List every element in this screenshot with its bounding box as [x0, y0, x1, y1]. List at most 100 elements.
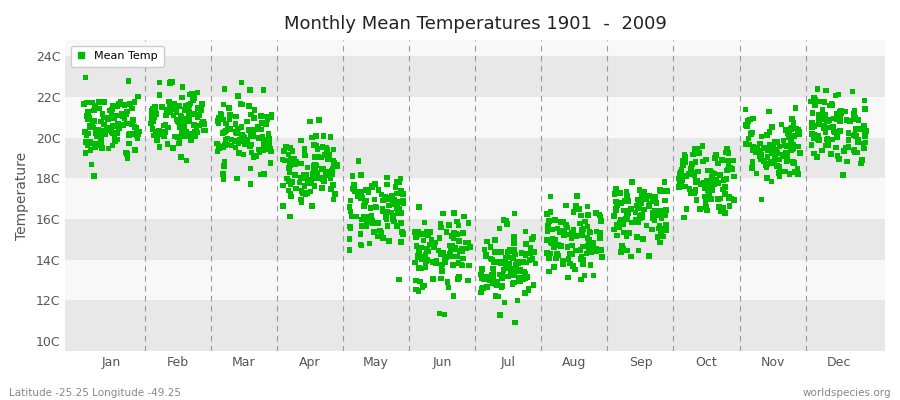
Point [380, 181, 394, 188]
Point [323, 134, 338, 140]
Point [440, 279, 454, 285]
Point [125, 121, 140, 128]
Point [570, 192, 584, 199]
Point [462, 240, 476, 246]
Point [217, 144, 231, 150]
Point [675, 178, 689, 184]
Point [764, 178, 778, 184]
Point [426, 240, 440, 246]
Point [282, 178, 296, 184]
Point [574, 253, 589, 260]
Point [152, 128, 166, 134]
Point [367, 229, 382, 235]
Point [816, 112, 831, 118]
Point [487, 259, 501, 266]
Point [499, 254, 513, 261]
Point [227, 138, 241, 144]
Point [495, 275, 509, 281]
Point [105, 142, 120, 149]
Point [688, 159, 703, 165]
Point [102, 125, 116, 131]
Point [380, 174, 394, 181]
Point [289, 159, 303, 166]
Point [364, 205, 378, 211]
Point [817, 122, 832, 129]
Point [768, 138, 782, 145]
Point [847, 113, 861, 120]
Point [719, 149, 733, 156]
Point [211, 148, 225, 155]
Point [348, 213, 363, 220]
Point [439, 228, 454, 235]
Point [811, 133, 825, 139]
Point [230, 93, 245, 100]
Point [390, 205, 404, 212]
Point [394, 209, 409, 216]
Point [79, 113, 94, 119]
Point [837, 148, 851, 154]
Point [251, 123, 266, 130]
Point [553, 230, 567, 236]
Point [479, 251, 493, 258]
Point [510, 297, 525, 304]
Point [166, 101, 181, 107]
Point [323, 175, 338, 181]
Point [287, 156, 302, 162]
Point [688, 172, 702, 179]
Point [387, 197, 401, 204]
Point [716, 177, 731, 183]
Point [576, 256, 590, 263]
Point [621, 210, 635, 217]
Point [544, 193, 558, 200]
Point [183, 91, 197, 98]
Point [191, 104, 205, 111]
Point [371, 233, 385, 240]
Point [446, 253, 460, 260]
Point [824, 151, 839, 157]
Point [228, 129, 242, 135]
Point [343, 197, 357, 204]
Point [442, 222, 456, 228]
Point [354, 241, 368, 248]
Point [83, 123, 97, 129]
Point [573, 256, 588, 262]
Point [382, 202, 397, 208]
Point [575, 259, 590, 265]
Point [122, 132, 136, 138]
Point [262, 136, 276, 142]
Point [175, 113, 189, 120]
Point [94, 138, 108, 144]
Point [631, 219, 645, 226]
Point [231, 140, 246, 147]
Point [674, 179, 688, 185]
Point [313, 154, 328, 160]
Point [326, 158, 340, 164]
Point [745, 115, 760, 122]
Point [252, 146, 266, 153]
Point [620, 248, 634, 254]
Point [765, 158, 779, 165]
Point [301, 178, 315, 184]
Point [411, 265, 426, 272]
Point [116, 112, 130, 118]
Point [680, 206, 694, 212]
Point [179, 102, 194, 109]
Point [86, 124, 101, 131]
Point [256, 134, 270, 140]
Point [787, 120, 801, 126]
Point [643, 193, 657, 200]
Point [282, 165, 296, 171]
Point [93, 105, 107, 112]
Point [161, 124, 176, 130]
Point [847, 147, 861, 154]
Point [785, 125, 799, 131]
Point [486, 265, 500, 272]
Point [110, 103, 124, 110]
Point [847, 132, 861, 138]
Point [787, 133, 801, 140]
Point [698, 156, 713, 163]
Point [447, 246, 462, 252]
Point [158, 121, 173, 128]
Point [262, 138, 276, 144]
Point [197, 121, 211, 127]
